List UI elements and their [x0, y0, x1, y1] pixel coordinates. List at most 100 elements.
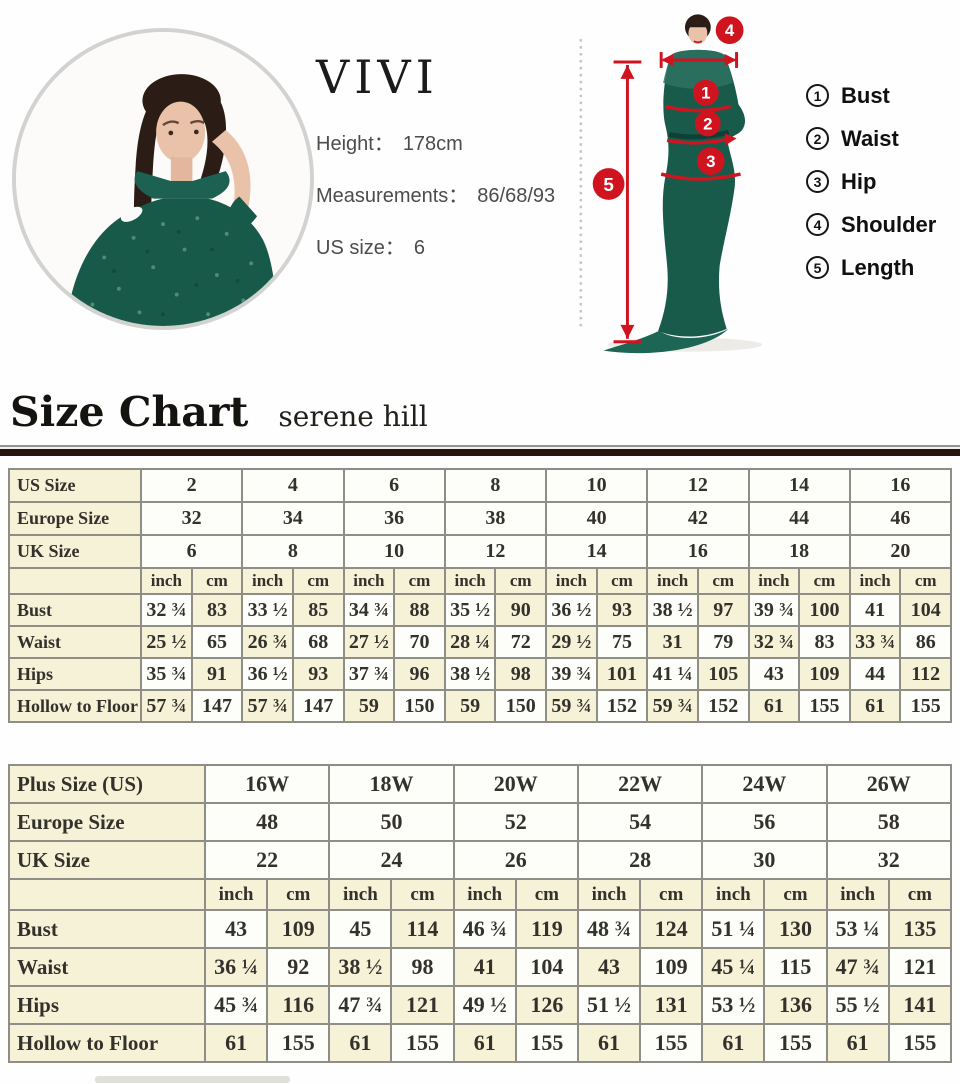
- size-cell: 4: [241, 468, 345, 503]
- value-cell: 98: [494, 657, 547, 691]
- value-cell: 152: [595, 689, 649, 723]
- value-cell: 32 ¾: [747, 625, 801, 659]
- size-cell: 36: [342, 501, 446, 536]
- unit-cell: cm: [899, 567, 952, 595]
- value-cell: 61: [848, 689, 902, 723]
- value-cell: 68: [291, 625, 345, 659]
- value-cell: 91: [190, 657, 244, 691]
- value-cell: 119: [514, 909, 579, 949]
- size-cell: 8: [443, 468, 548, 503]
- marker-1-number: 1: [701, 84, 710, 103]
- row-label: Plus Size (US): [8, 764, 206, 804]
- value-cell: 53 ½: [701, 985, 766, 1025]
- value-cell: 155: [514, 1023, 579, 1063]
- size-row: UK Size 6 8 10 12 14 16 18 20: [8, 534, 953, 569]
- height-label: Height：: [316, 133, 394, 155]
- unit-cell: inch: [203, 878, 269, 911]
- measurement-row: Hollow to Floor 61 155 61 155 61 155 61 155 61 155…: [8, 1023, 953, 1063]
- value-cell: 92: [266, 947, 331, 987]
- value-cell: 104: [899, 593, 952, 627]
- value-cell: 85: [291, 593, 345, 627]
- value-cell: 88: [393, 593, 446, 627]
- size-cell: 56: [701, 802, 828, 842]
- value-cell: 72: [494, 625, 547, 659]
- unit-cell: inch: [328, 878, 393, 911]
- value-cell: 36 ½: [241, 657, 294, 691]
- size-cell: 18W: [328, 764, 455, 804]
- legend-label: Bust: [841, 82, 890, 108]
- size-cell: 10: [342, 534, 446, 569]
- legend-item-hip: 3 Hip: [806, 166, 936, 197]
- value-cell: 45 ¼: [701, 947, 766, 987]
- value-cell: 51 ¼: [701, 909, 766, 949]
- value-cell: 43: [576, 947, 642, 987]
- size-cell: 24: [328, 840, 455, 880]
- model-photo: [12, 28, 314, 330]
- row-label: Hips: [8, 657, 142, 691]
- value-cell: 41: [848, 593, 902, 627]
- marker-4-number: 4: [725, 21, 735, 40]
- value-cell: 27 ½: [342, 625, 396, 659]
- brand-subtitle: serene hill: [278, 400, 428, 433]
- size-cell: 14: [747, 468, 851, 503]
- model-measurements: Measurements： 86/68/93: [316, 179, 555, 208]
- value-cell: 41: [452, 947, 517, 987]
- value-cell: 150: [494, 689, 547, 723]
- marker-3-hip: [696, 147, 725, 176]
- value-cell: 155: [266, 1023, 331, 1063]
- value-cell: 155: [899, 689, 952, 723]
- value-cell: 93: [291, 657, 345, 691]
- value-cell: 147: [291, 689, 345, 723]
- value-cell: 61: [576, 1023, 642, 1063]
- unit-cell: cm: [763, 878, 828, 911]
- value-cell: 155: [390, 1023, 455, 1063]
- value-cell: 57 ¾: [140, 689, 193, 723]
- value-cell: 43: [747, 657, 801, 691]
- size-cell: 54: [576, 802, 704, 842]
- value-cell: 152: [696, 689, 750, 723]
- us-size-label: US size：: [316, 237, 405, 259]
- value-cell: 147: [190, 689, 244, 723]
- value-cell: 79: [696, 625, 750, 659]
- size-cell: 26: [452, 840, 579, 880]
- marker-1-bust: [692, 79, 719, 106]
- value-cell: 121: [887, 947, 953, 987]
- model-info: VIVI Height： 178cm Measurements： 86/68/93 …: [316, 50, 555, 260]
- value-cell: 39 ¾: [545, 657, 598, 691]
- value-cell: 25 ½: [140, 625, 193, 659]
- size-cell: 46: [848, 501, 953, 536]
- row-label: Waist: [8, 625, 142, 659]
- value-cell: 126: [514, 985, 579, 1025]
- size-cell: 16W: [203, 764, 331, 804]
- unit-cell: inch: [825, 878, 890, 911]
- value-cell: 155: [798, 689, 851, 723]
- size-row: US Size 2 4 6 8 10 12 14 16: [8, 468, 953, 503]
- unit-cell: cm: [639, 878, 704, 911]
- unit-cell: inch: [701, 878, 766, 911]
- legend-label: Waist: [841, 125, 899, 151]
- row-label: Bust: [8, 909, 206, 949]
- value-cell: 44: [848, 657, 902, 691]
- model-portrait-illustration: [16, 32, 310, 326]
- size-row: Europe Size 32 34 36 38 40 42 44 46: [8, 501, 953, 536]
- value-cell: 101: [595, 657, 649, 691]
- value-cell: 135: [887, 909, 953, 949]
- model-height: Height： 178cm: [316, 127, 555, 156]
- measurement-legend: 1 Bust 2 Waist 3 Hip 4 Shoulder 5 Length: [806, 80, 936, 295]
- measurement-row: Hips 45 ¾ 116 47 ¾ 121 49 ½ 126 51 ½ 131 53 ½ 136 5…: [8, 985, 953, 1025]
- size-cell: 10: [544, 468, 649, 503]
- size-cell: 16: [848, 468, 953, 503]
- row-label: [8, 567, 142, 595]
- size-cell: 44: [747, 501, 851, 536]
- legend-item-bust: 1 Bust: [806, 80, 936, 111]
- legend-label: Hip: [841, 168, 877, 194]
- size-cell: 6: [342, 468, 446, 503]
- unit-cell: inch: [576, 878, 642, 911]
- row-label: Waist: [8, 947, 206, 987]
- size-cell: 18: [747, 534, 851, 569]
- value-cell: 114: [390, 909, 455, 949]
- value-cell: 35 ¾: [140, 657, 193, 691]
- value-cell: 90: [494, 593, 547, 627]
